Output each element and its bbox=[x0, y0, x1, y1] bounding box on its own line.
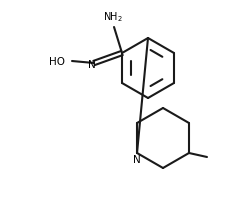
Text: N: N bbox=[133, 154, 140, 164]
Text: N: N bbox=[88, 60, 96, 70]
Text: HO: HO bbox=[49, 57, 65, 67]
Text: NH$_2$: NH$_2$ bbox=[103, 10, 122, 24]
